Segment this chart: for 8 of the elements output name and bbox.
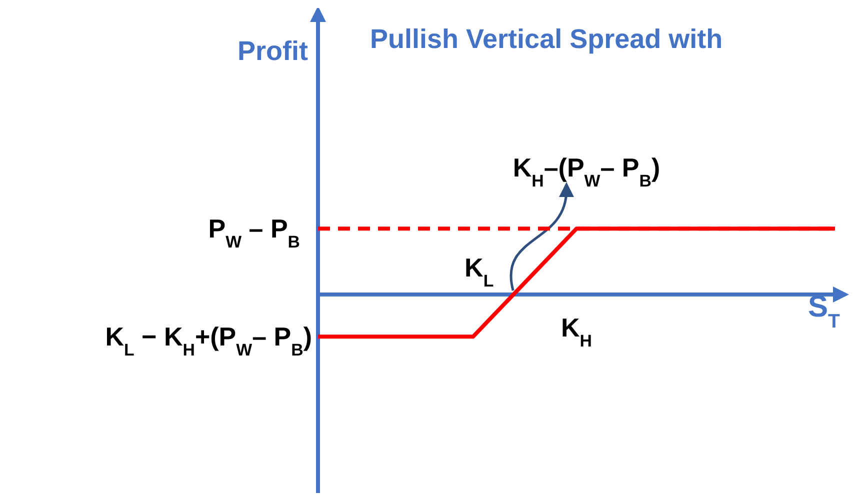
ref-line-label: P$_{W}$ – P$_{B}$ xyxy=(208,214,300,252)
chart-title: Pullish Vertical Spread with xyxy=(370,24,723,54)
x-axis-title: S$_{T}$ xyxy=(808,290,840,332)
x-tick-label: K$_{H}$ xyxy=(561,312,592,350)
text: K$_{L}$ − K$_{H}$+(P$_{W}$– P$_{B}$) xyxy=(105,322,312,360)
text: Profit xyxy=(238,36,308,66)
text: K$_{H}$–(P$_{W}$– P$_{B}$) xyxy=(512,152,660,190)
x-tick-label: K$_{L}$ xyxy=(464,252,494,290)
